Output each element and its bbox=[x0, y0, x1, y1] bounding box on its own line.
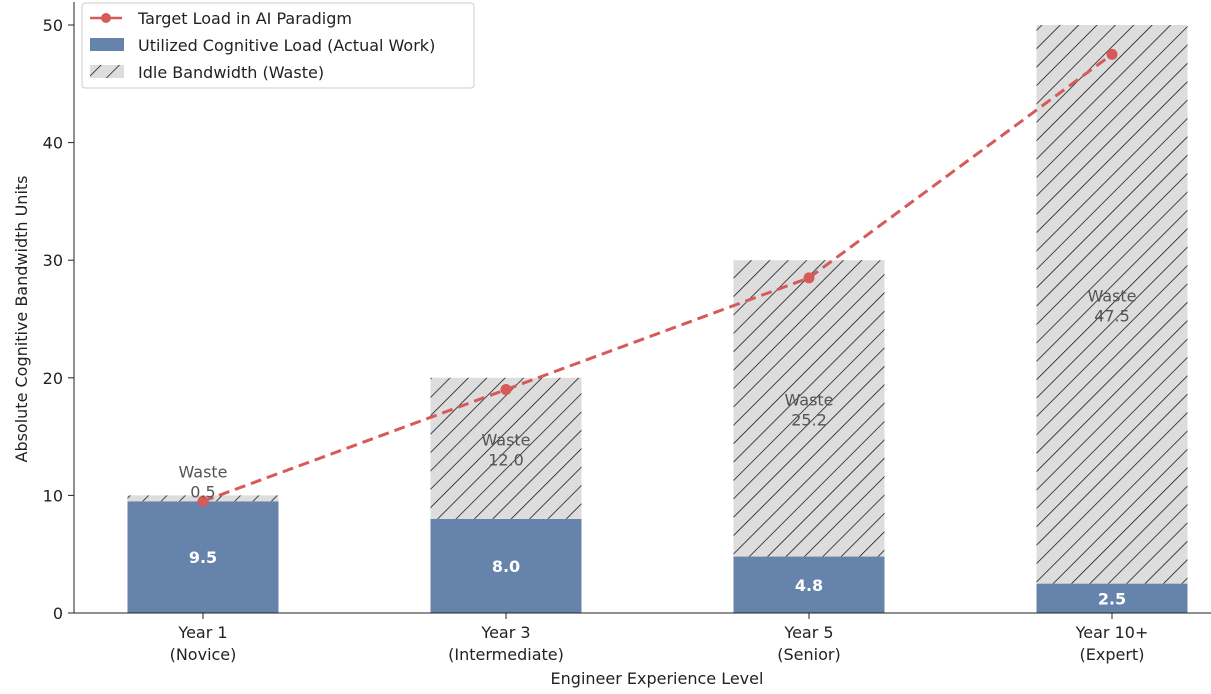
bar-utilized bbox=[1036, 583, 1188, 613]
x-tick-label: Year 1 bbox=[177, 623, 227, 642]
bar-utilized bbox=[733, 556, 885, 613]
target-line-layer bbox=[197, 48, 1118, 507]
x-tick-label: Year 3 bbox=[480, 623, 530, 642]
legend-box bbox=[81, 2, 475, 89]
bar-labels: 9.5Waste0.58.0Waste12.04.8Waste25.22.5Wa… bbox=[178, 286, 1136, 608]
utilized-value-label: 9.5 bbox=[189, 548, 217, 567]
y-tick-label: 30 bbox=[43, 251, 63, 270]
x-tick-label: Year 5 bbox=[783, 623, 833, 642]
legend-swatch-utilized bbox=[90, 38, 124, 51]
legend-line-marker bbox=[101, 13, 111, 23]
legend-swatch-idle bbox=[90, 65, 124, 78]
x-tick-sublabel: (Novice) bbox=[170, 645, 237, 664]
bar-idle bbox=[430, 377, 582, 519]
y-tick-label: 20 bbox=[43, 369, 63, 388]
waste-value-label: 47.5 bbox=[1094, 306, 1130, 325]
waste-value-label: 0.5 bbox=[190, 482, 215, 501]
y-tick-label: 10 bbox=[43, 486, 63, 505]
target-line bbox=[202, 53, 1113, 503]
target-point bbox=[500, 384, 512, 396]
y-tick-label: 50 bbox=[43, 16, 63, 35]
axes: 0 10 20 30 40 50 Year 1 (Novice) Year 3 (Intermed… bbox=[43, 2, 1211, 664]
target-point bbox=[197, 495, 209, 507]
bar-idle bbox=[1036, 25, 1188, 584]
bar-utilized bbox=[127, 501, 279, 613]
waste-word-label: Waste bbox=[481, 430, 530, 449]
x-axis-label: Engineer Experience Level bbox=[551, 669, 764, 688]
x-tick-sublabel: (Intermediate) bbox=[448, 645, 564, 664]
waste-value-label: 12.0 bbox=[488, 450, 524, 469]
x-tick-sublabel: (Expert) bbox=[1080, 645, 1145, 664]
waste-value-label: 25.2 bbox=[791, 410, 827, 429]
utilized-value-label: 2.5 bbox=[1098, 589, 1126, 608]
utilized-value-label: 8.0 bbox=[492, 557, 520, 576]
bars bbox=[127, 25, 1188, 613]
legend-label-target: Target Load in AI Paradigm bbox=[137, 9, 352, 28]
utilized-value-label: 4.8 bbox=[795, 576, 823, 595]
legend: Target Load in AI Paradigm Utilized Cogn… bbox=[81, 2, 475, 89]
target-point bbox=[803, 272, 815, 284]
legend-label-idle: Idle Bandwidth (Waste) bbox=[138, 63, 324, 82]
waste-word-label: Waste bbox=[178, 462, 227, 481]
waste-word-label: Waste bbox=[1087, 286, 1136, 305]
y-tick-label: 0 bbox=[53, 604, 63, 623]
bar-idle bbox=[733, 260, 885, 557]
x-tick-sublabel: (Senior) bbox=[777, 645, 840, 664]
y-axis-label: Absolute Cognitive Bandwidth Units bbox=[12, 175, 31, 462]
legend-label-utilized: Utilized Cognitive Load (Actual Work) bbox=[138, 36, 435, 55]
waste-word-label: Waste bbox=[784, 390, 833, 409]
y-tick-label: 40 bbox=[43, 134, 63, 153]
target-point bbox=[1106, 48, 1118, 60]
bar-utilized bbox=[430, 518, 582, 613]
x-tick-label: Year 10+ bbox=[1075, 623, 1149, 642]
